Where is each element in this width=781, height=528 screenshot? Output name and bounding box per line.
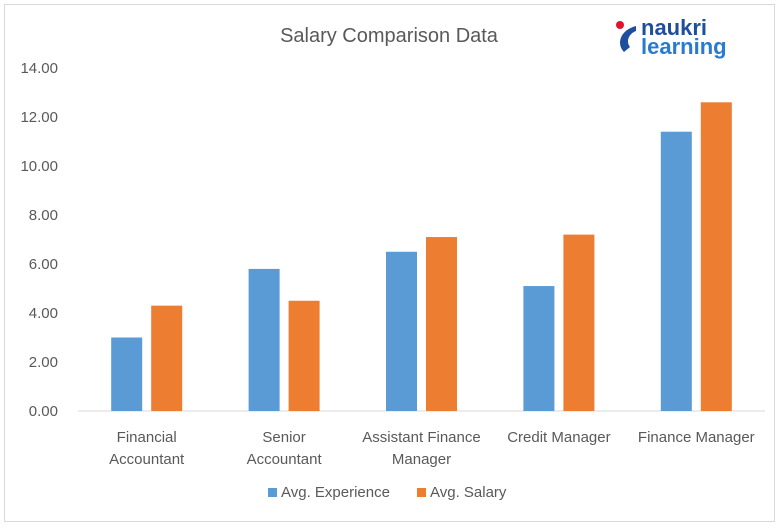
- legend-swatch: [268, 488, 277, 497]
- logo-mark-icon: [620, 26, 636, 52]
- x-tick-label: Manager: [392, 451, 451, 468]
- bar-experience: [248, 268, 280, 411]
- y-tick-label: 12.00: [20, 109, 58, 126]
- y-tick-label: 8.00: [29, 207, 58, 224]
- x-tick-label: Financial: [117, 429, 177, 446]
- bar-experience: [660, 131, 692, 411]
- x-tick-label: Accountant: [109, 451, 185, 468]
- bar-salary: [700, 102, 732, 412]
- y-tick-label: 0.00: [29, 403, 58, 420]
- bar-experience: [386, 251, 417, 411]
- logo-line2: learning: [641, 34, 727, 59]
- bar-salary: [426, 237, 457, 411]
- bars: [111, 102, 732, 412]
- x-tick-label: Senior: [262, 429, 305, 446]
- bar-experience: [111, 337, 143, 411]
- bar-salary: [288, 300, 320, 411]
- x-axis-labels: Financial Accountant Senior Accountant Assis…: [109, 429, 755, 468]
- bar-experience: [523, 286, 555, 411]
- y-tick-label: 10.00: [20, 158, 58, 175]
- x-tick-label: Assistant Finance: [362, 429, 480, 446]
- legend-swatch: [417, 488, 426, 497]
- bar-salary: [563, 234, 595, 411]
- chart-title: Salary Comparison Data: [280, 25, 499, 47]
- logo-line1: naukri: [641, 15, 707, 40]
- x-tick-label: Credit Manager: [507, 429, 610, 446]
- y-tick-label: 4.00: [29, 305, 58, 322]
- legend: Avg. Experience Avg. Salary: [268, 484, 507, 501]
- bar-salary: [151, 305, 183, 411]
- legend-label: Avg. Experience: [281, 484, 390, 501]
- x-tick-label: Finance Manager: [638, 429, 755, 446]
- naukri-learning-logo: naukri learning: [616, 15, 727, 59]
- y-tick-label: 2.00: [29, 354, 58, 371]
- y-tick-label: 6.00: [29, 256, 58, 273]
- legend-label: Avg. Salary: [430, 484, 507, 501]
- y-tick-label: 14.00: [20, 60, 58, 77]
- logo-dot-icon: [616, 21, 624, 29]
- y-axis: 0.00 2.00 4.00 6.00 8.00 10.00 12.00 14.00: [20, 60, 58, 420]
- x-tick-label: Accountant: [247, 451, 323, 468]
